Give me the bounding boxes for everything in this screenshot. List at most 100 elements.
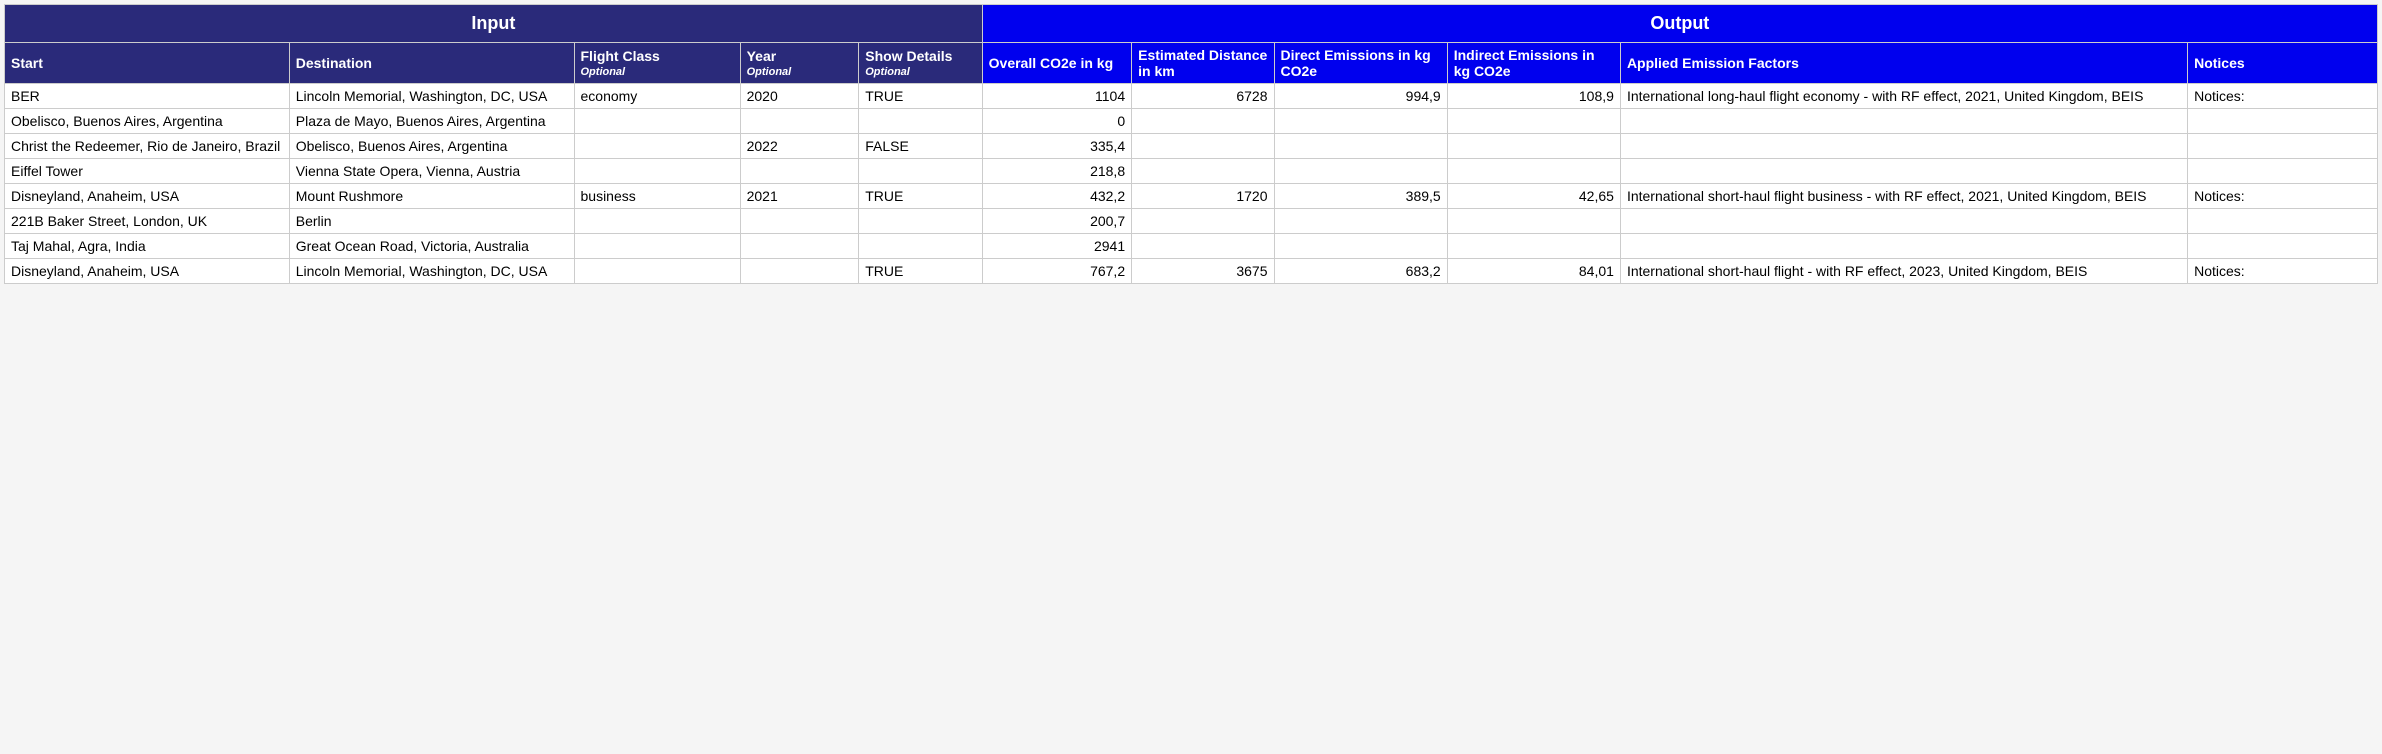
table-row: Obelisco, Buenos Aires, ArgentinaPlaza d… [5,109,2378,134]
cell-indirect: 108,9 [1447,84,1620,109]
table-row: Taj Mahal, Agra, IndiaGreat Ocean Road, … [5,234,2378,259]
cell-distance [1132,109,1274,134]
cell-destination: Great Ocean Road, Victoria, Australia [289,234,574,259]
cell-distance [1132,134,1274,159]
col-header-flight-class: Flight Class Optional [574,43,740,84]
cell-factors: International short-haul flight - with R… [1620,259,2187,284]
cell-overall: 1104 [982,84,1131,109]
cell-direct: 389,5 [1274,184,1447,209]
col-label: Show Details [865,48,952,64]
cell-notices [2188,159,2378,184]
cell-show-details: TRUE [859,259,982,284]
cell-show-details: TRUE [859,84,982,109]
table-row: Eiffel TowerVienna State Opera, Vienna, … [5,159,2378,184]
cell-distance [1132,159,1274,184]
col-label: Destination [296,55,372,71]
cell-notices [2188,234,2378,259]
cell-flight-class [574,259,740,284]
cell-show-details: FALSE [859,134,982,159]
cell-start: Obelisco, Buenos Aires, Argentina [5,109,290,134]
cell-distance [1132,209,1274,234]
cell-start: BER [5,84,290,109]
cell-flight-class [574,209,740,234]
column-header-row: Start Destination Flight Class Optional … [5,43,2378,84]
cell-factors [1620,109,2187,134]
optional-label: Optional [865,66,975,78]
cell-start: Taj Mahal, Agra, India [5,234,290,259]
cell-destination: Mount Rushmore [289,184,574,209]
cell-indirect [1447,109,1620,134]
cell-factors [1620,159,2187,184]
cell-notices: Notices: [2188,259,2378,284]
cell-factors [1620,234,2187,259]
cell-direct [1274,234,1447,259]
cell-start: Disneyland, Anaheim, USA [5,184,290,209]
table-body: BERLincoln Memorial, Washington, DC, USA… [5,84,2378,284]
cell-start: 221B Baker Street, London, UK [5,209,290,234]
cell-indirect [1447,234,1620,259]
cell-notices [2188,134,2378,159]
cell-direct [1274,134,1447,159]
cell-direct [1274,209,1447,234]
cell-indirect [1447,209,1620,234]
col-header-distance: Estimated Distance in km [1132,43,1274,84]
cell-distance: 3675 [1132,259,1274,284]
cell-destination: Plaza de Mayo, Buenos Aires, Argentina [289,109,574,134]
cell-factors: International short-haul flight business… [1620,184,2187,209]
cell-destination: Lincoln Memorial, Washington, DC, USA [289,259,574,284]
cell-overall: 218,8 [982,159,1131,184]
cell-flight-class [574,234,740,259]
cell-overall: 0 [982,109,1131,134]
cell-destination: Berlin [289,209,574,234]
cell-factors: International long-haul flight economy -… [1620,84,2187,109]
cell-year [740,234,859,259]
cell-distance: 1720 [1132,184,1274,209]
output-group-header: Output [982,5,2377,43]
table-row: 221B Baker Street, London, UKBerlin200,7 [5,209,2378,234]
cell-flight-class: economy [574,84,740,109]
cell-year [740,109,859,134]
cell-overall: 767,2 [982,259,1131,284]
cell-start: Christ the Redeemer, Rio de Janeiro, Bra… [5,134,290,159]
cell-flight-class [574,109,740,134]
cell-flight-class: business [574,184,740,209]
cell-overall: 335,4 [982,134,1131,159]
cell-notices: Notices: [2188,184,2378,209]
col-header-show-details: Show Details Optional [859,43,982,84]
table-row: Christ the Redeemer, Rio de Janeiro, Bra… [5,134,2378,159]
cell-distance [1132,234,1274,259]
cell-flight-class [574,159,740,184]
cell-notices [2188,209,2378,234]
col-header-direct: Direct Emissions in kg CO2e [1274,43,1447,84]
cell-year [740,209,859,234]
cell-year: 2020 [740,84,859,109]
cell-factors [1620,209,2187,234]
cell-flight-class [574,134,740,159]
cell-show-details [859,159,982,184]
cell-notices [2188,109,2378,134]
cell-start: Disneyland, Anaheim, USA [5,259,290,284]
cell-indirect: 84,01 [1447,259,1620,284]
col-header-factors: Applied Emission Factors [1620,43,2187,84]
cell-year: 2022 [740,134,859,159]
cell-indirect: 42,65 [1447,184,1620,209]
col-label: Flight Class [581,48,660,64]
cell-overall: 2941 [982,234,1131,259]
cell-show-details [859,109,982,134]
col-header-start: Start [5,43,290,84]
col-label: Year [747,48,777,64]
cell-show-details [859,234,982,259]
cell-indirect [1447,134,1620,159]
cell-year [740,159,859,184]
cell-destination: Lincoln Memorial, Washington, DC, USA [289,84,574,109]
cell-factors [1620,134,2187,159]
cell-overall: 432,2 [982,184,1131,209]
cell-show-details: TRUE [859,184,982,209]
optional-label: Optional [747,66,853,78]
col-header-indirect: Indirect Emissions in kg CO2e [1447,43,1620,84]
cell-distance: 6728 [1132,84,1274,109]
table-row: Disneyland, Anaheim, USALincoln Memorial… [5,259,2378,284]
cell-notices: Notices: [2188,84,2378,109]
cell-direct [1274,159,1447,184]
cell-destination: Obelisco, Buenos Aires, Argentina [289,134,574,159]
